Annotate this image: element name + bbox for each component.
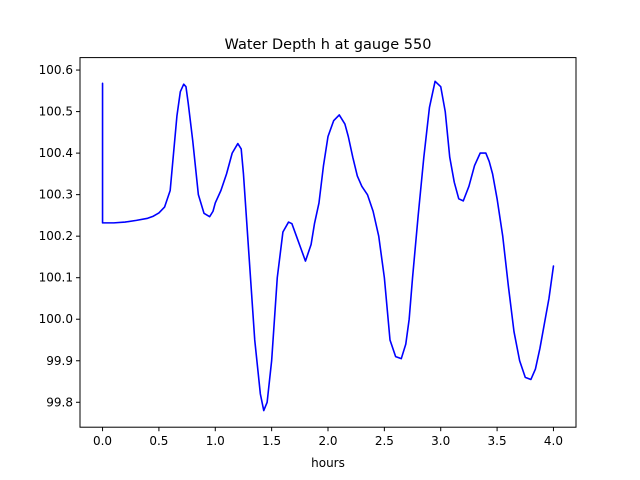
x-tick-label: 0.5	[149, 434, 168, 448]
x-tick-label: 2.5	[375, 434, 394, 448]
y-tick-label: 100.4	[39, 146, 73, 160]
x-tick-label: 3.5	[488, 434, 507, 448]
y-tick-label: 100.2	[39, 229, 73, 243]
x-tick-label: 3.0	[431, 434, 450, 448]
y-axis-ticks: 99.8 99.9 100.0 100.1 100.2 100.3 100.4 100.5 10…	[39, 63, 80, 409]
x-axis-ticks: 0.0 0.5 1.0 1.5 2.0 2.5 3.0 3.5 4.0	[93, 427, 563, 448]
plot-area	[101, 80, 555, 412]
y-tick-label: 100.5	[39, 105, 73, 119]
y-tick-label: 100.0	[39, 312, 73, 326]
x-tick-label: 4.0	[544, 434, 563, 448]
y-tick-label: 100.1	[39, 271, 73, 285]
x-tick-label: 1.5	[262, 434, 281, 448]
y-tick-label: 100.3	[39, 188, 73, 202]
series-line-0	[101, 80, 555, 412]
x-tick-label: 0.0	[93, 434, 112, 448]
y-tick-label: 99.9	[46, 354, 73, 368]
x-axis-label: hours	[311, 456, 345, 470]
x-tick-label: 2.0	[318, 434, 337, 448]
y-tick-label: 100.6	[39, 63, 73, 77]
x-tick-label: 1.0	[206, 434, 225, 448]
y-tick-label: 99.8	[46, 395, 73, 409]
chart-title: Water Depth h at gauge 550	[225, 37, 432, 53]
